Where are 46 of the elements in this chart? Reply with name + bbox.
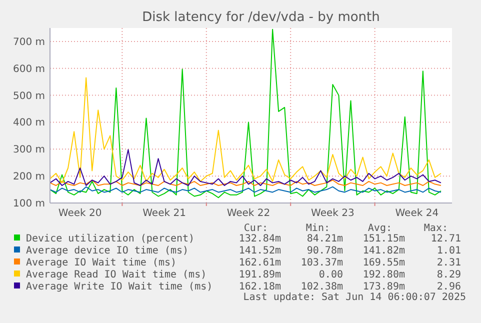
text: 90.78m	[306, 246, 343, 256]
x-tick-label: Week 24	[395, 208, 439, 219]
y-tick-label: 300 m	[12, 144, 45, 156]
text: 2.96	[436, 282, 461, 292]
line-series	[50, 77, 442, 184]
legend-label: Average device IO time (ms)	[26, 246, 189, 256]
y-tick-label: 200 m	[12, 172, 45, 183]
text: 192.80m	[362, 270, 405, 280]
text: 8.29	[436, 270, 461, 280]
text: 2.31	[436, 258, 461, 268]
y-tick-label: 100 m	[12, 198, 45, 210]
legend-label: Average IO Wait time (ms)	[26, 258, 177, 268]
text: Last update: Sat Jun 14 06:00:07 2025	[243, 292, 466, 303]
y-tick-label: 400 m	[12, 118, 45, 129]
x-tick-label: Week 22	[226, 208, 270, 219]
legend-label: Average Read IO Wait time (ms)	[26, 270, 207, 280]
text: Min:	[306, 223, 330, 234]
text: 141.82m	[362, 246, 405, 256]
text: 141.52m	[238, 246, 281, 256]
text: 103.37m	[300, 258, 343, 268]
x-tick-label: Week 20	[58, 208, 102, 219]
text: 132.84m	[238, 234, 281, 244]
legend-label: Device utilization (percent)	[26, 234, 195, 244]
x-tick-label: Week 21	[142, 208, 186, 219]
line-series	[50, 28, 442, 198]
line-series	[50, 149, 442, 186]
text: Avg:	[368, 223, 392, 234]
legend-label: Average Write IO Wait time (ms)	[26, 282, 213, 292]
text: 1.01	[436, 246, 461, 256]
text: Cur:	[244, 223, 268, 234]
text: 169.55m	[362, 258, 405, 268]
y-tick-label: 500 m	[12, 90, 45, 102]
text: 0.00	[318, 270, 343, 280]
text: 173.89m	[362, 282, 405, 292]
x-tick-label: Week 23	[311, 208, 354, 219]
text: 151.15m	[362, 234, 405, 244]
text: 84.21m	[306, 234, 343, 244]
text: 102.38m	[300, 282, 343, 292]
text: 162.61m	[238, 258, 281, 268]
text: 12.71	[430, 234, 461, 244]
y-tick-label: 700 m	[12, 36, 45, 48]
text: 162.18m	[238, 282, 281, 292]
text: Max:	[424, 223, 448, 234]
chart-title: Disk latency for /dev/vda - by month	[142, 10, 380, 25]
y-tick-label: 600 m	[12, 64, 45, 75]
text: 191.89m	[238, 270, 281, 280]
